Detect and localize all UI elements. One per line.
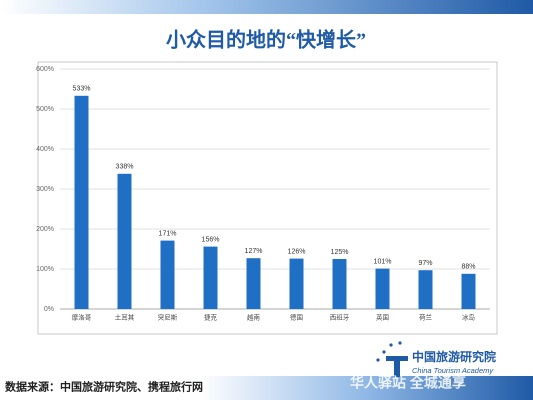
bar (117, 173, 132, 309)
x-tick-label: 摩洛哥 (72, 313, 92, 322)
logo-star (398, 341, 402, 345)
x-tick-label: 德国 (290, 313, 303, 322)
bar (289, 258, 304, 309)
y-tick-label: 300% (36, 186, 54, 193)
logo-star (382, 350, 386, 354)
value-label: 97% (418, 260, 432, 267)
logo-english: China Tourism Academy (412, 366, 494, 375)
x-tick-label: 冰岛 (462, 313, 475, 322)
x-tick-label: 西班牙 (330, 313, 350, 322)
y-tick-label: 0% (44, 306, 54, 313)
plot: 0% 100% 200% 300% 400% 500% 600% 摩洛哥 533% 土耳其 338%… (36, 66, 490, 322)
bar (246, 258, 261, 309)
bar (74, 95, 89, 309)
x-tick-label: 土耳其 (115, 313, 135, 322)
x-tick-label: 捷克 (204, 313, 218, 322)
x-tick-label: 越南 (247, 313, 261, 322)
logo-star (389, 343, 393, 347)
bar (375, 268, 390, 309)
value-label: 171% (159, 230, 177, 237)
value-label: 156% (202, 236, 220, 243)
bar (461, 273, 476, 309)
y-tick-label: 100% (36, 266, 54, 273)
chart-title: 小众目的地的“快增长” (166, 28, 366, 52)
value-label: 126% (288, 248, 306, 255)
top-band (0, 0, 533, 14)
watermark: 华人驿站 全城通享 (350, 375, 466, 391)
y-tick-label: 200% (36, 226, 54, 233)
logo: 中国旅游研究院 China Tourism Academy (376, 341, 496, 377)
bar (332, 259, 347, 309)
bar (160, 240, 175, 309)
x-tick-label: 英国 (376, 313, 389, 322)
bar (418, 270, 433, 309)
y-tick-label: 600% (36, 66, 54, 73)
value-label: 125% (331, 249, 349, 256)
value-label: 338% (116, 164, 134, 171)
logo-star (376, 358, 380, 362)
bar (203, 246, 218, 309)
value-label: 101% (374, 258, 392, 265)
logo-name: 中国旅游研究院 (412, 349, 496, 364)
logo-mark (386, 356, 408, 377)
value-label: 533% (73, 86, 91, 93)
bottom-band (200, 376, 533, 400)
source-note: 数据来源：中国旅游研究院、携程旅行网 (5, 380, 203, 394)
y-tick-label: 400% (36, 146, 54, 153)
x-tick-label: 突尼斯 (158, 313, 178, 322)
x-tick-label: 荷兰 (419, 313, 433, 322)
y-tick-label: 500% (36, 106, 54, 113)
value-label: 127% (245, 248, 263, 255)
value-label: 88% (461, 264, 475, 271)
